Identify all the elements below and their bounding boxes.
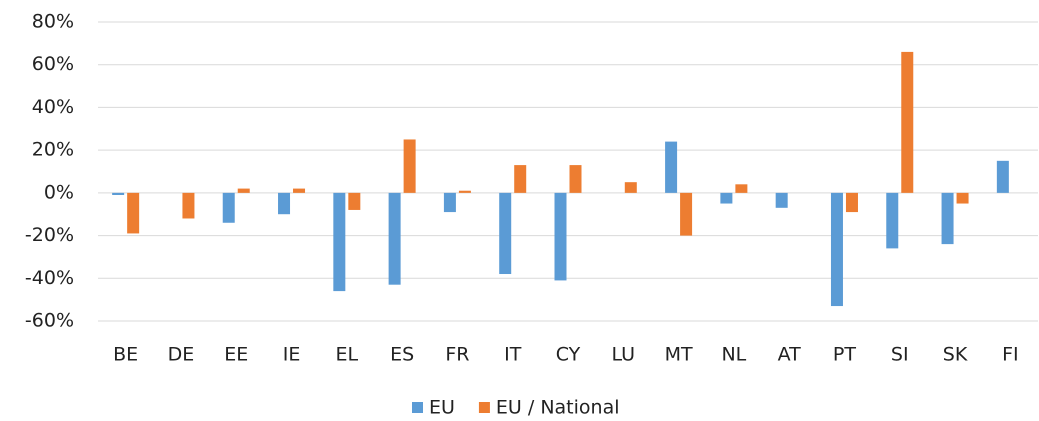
x-tick-label: EE bbox=[224, 344, 248, 366]
x-tick-label: NL bbox=[721, 344, 746, 366]
bar bbox=[293, 188, 306, 193]
bar bbox=[278, 192, 291, 215]
legend-label: EU bbox=[429, 397, 455, 419]
y-tick-label: -20% bbox=[25, 224, 74, 246]
bar bbox=[499, 192, 512, 275]
legend-label: EU / National bbox=[496, 397, 620, 419]
y-tick-label: -40% bbox=[25, 267, 74, 289]
bar bbox=[514, 165, 527, 193]
bar bbox=[403, 139, 416, 193]
x-tick-label: CY bbox=[556, 344, 581, 366]
x-tick-label: FI bbox=[1002, 344, 1019, 366]
bar bbox=[735, 184, 748, 193]
bar bbox=[830, 192, 843, 307]
bar bbox=[554, 192, 567, 281]
bar bbox=[222, 192, 235, 223]
bar bbox=[388, 192, 401, 285]
x-tick-label: EL bbox=[336, 344, 359, 366]
x-tick-label: IE bbox=[283, 344, 301, 366]
x-tick-label: MT bbox=[665, 344, 693, 366]
bar bbox=[182, 192, 195, 219]
bar bbox=[569, 165, 582, 193]
y-tick-label: 0% bbox=[44, 181, 74, 203]
bar bbox=[996, 160, 1009, 193]
bar bbox=[886, 192, 899, 249]
bar bbox=[901, 51, 914, 193]
bar bbox=[720, 192, 733, 204]
bar bbox=[443, 192, 456, 213]
x-tick-label: FR bbox=[445, 344, 469, 366]
y-tick-label: -60% bbox=[25, 310, 74, 332]
bar bbox=[624, 182, 637, 193]
x-tick-label: BE bbox=[113, 344, 138, 366]
bar bbox=[941, 192, 954, 245]
bar bbox=[348, 192, 361, 210]
bar bbox=[665, 141, 678, 193]
bar bbox=[127, 192, 140, 234]
y-tick-label: 80% bbox=[32, 11, 74, 33]
x-tick-label: ES bbox=[390, 344, 414, 366]
x-tick-label: LU bbox=[612, 344, 636, 366]
x-tick-label: DE bbox=[168, 344, 195, 366]
legend-swatch bbox=[412, 402, 423, 413]
bar bbox=[956, 192, 969, 204]
bar bbox=[112, 192, 125, 195]
y-tick-label: 60% bbox=[32, 53, 74, 75]
y-tick-label: 40% bbox=[32, 96, 74, 118]
x-tick-label: AT bbox=[778, 344, 802, 366]
bar bbox=[680, 192, 693, 236]
bar bbox=[237, 188, 250, 193]
bar bbox=[775, 192, 788, 208]
x-tick-label: IT bbox=[504, 344, 522, 366]
bar bbox=[333, 192, 346, 292]
y-tick-label: 20% bbox=[32, 139, 74, 161]
bar bbox=[458, 190, 471, 193]
x-tick-label: SI bbox=[891, 344, 909, 366]
bar bbox=[845, 192, 858, 213]
x-tick-label: SK bbox=[943, 344, 968, 366]
x-tick-label: PT bbox=[833, 344, 856, 366]
legend-swatch bbox=[478, 402, 490, 413]
